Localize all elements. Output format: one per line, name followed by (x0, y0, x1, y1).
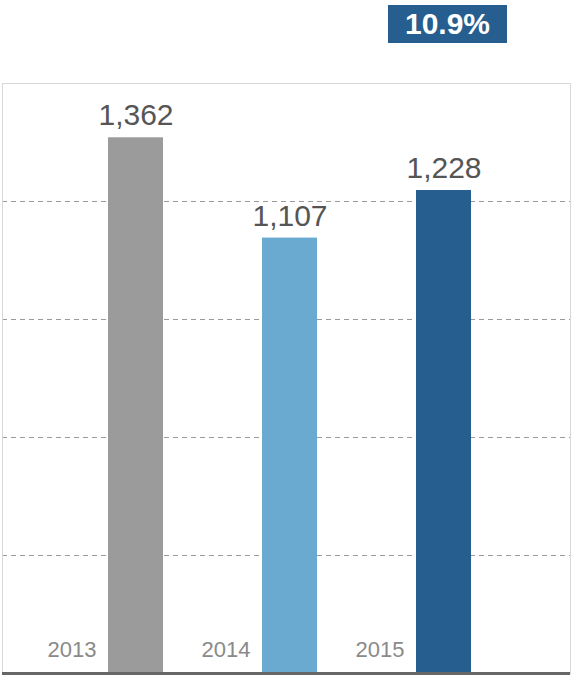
svg-text:1,107: 1,107 (252, 199, 327, 232)
svg-text:1,228: 1,228 (406, 151, 481, 184)
html-text:10.9%: 10.9% (405, 7, 490, 40)
svg-text:2014: 2014 (202, 637, 251, 662)
svg-text:2013: 2013 (48, 637, 97, 662)
svg-text:2015: 2015 (356, 637, 405, 662)
svg-text:1,362: 1,362 (98, 98, 173, 131)
